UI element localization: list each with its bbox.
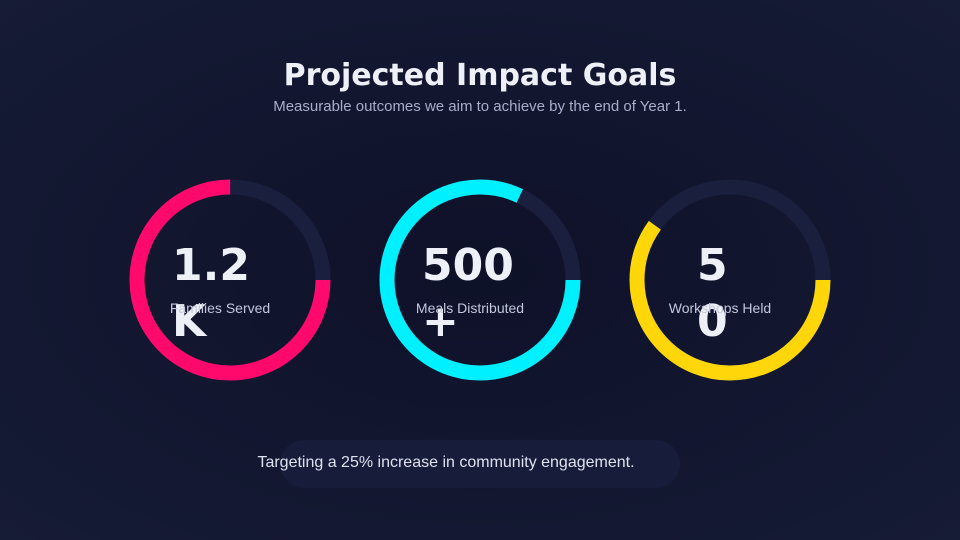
title: Projected Impact Goals bbox=[283, 58, 677, 93]
subtitle: Measurable outcomes we aim to achieve by… bbox=[273, 98, 687, 115]
ring-progress bbox=[629, 179, 831, 381]
footer-text: Targeting a 25% increase in community en… bbox=[257, 454, 635, 471]
metric-label: Families Served bbox=[169, 300, 271, 316]
metric-value: 50 bbox=[697, 240, 728, 347]
metric-value: 500+ bbox=[422, 240, 514, 347]
metric-label: Meals Distributed bbox=[415, 300, 525, 316]
ring-progress bbox=[379, 179, 581, 381]
footer-pill bbox=[280, 440, 680, 488]
metric-value: 1.2K bbox=[172, 240, 250, 347]
ring-progress bbox=[129, 179, 331, 381]
metric-label: Workshops Held bbox=[668, 300, 772, 316]
